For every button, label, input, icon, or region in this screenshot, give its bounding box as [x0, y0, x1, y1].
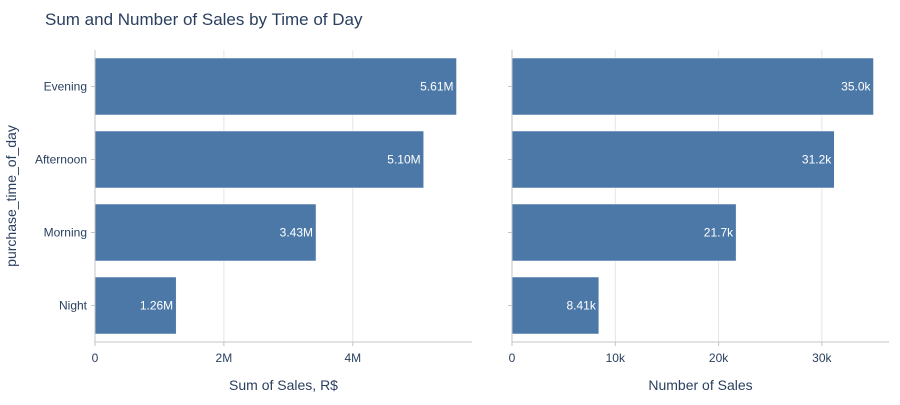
x-tick-label: 4M [344, 351, 361, 365]
number-of-sales-panel: 35.0k 31.2k 21.7k 8.41k 0 10k 20k 30k Number of … [508, 50, 889, 393]
bar-data-label: 35.0k [841, 80, 871, 94]
bar-data-label: 21.7k [704, 226, 734, 240]
y-axis-title: purchase_time_of_day [3, 125, 19, 267]
chart-title: Sum and Number of Sales by Time of Day [45, 10, 363, 29]
y-tick-label: Morning [44, 226, 87, 240]
x-axis-title: Sum of Sales, R$ [229, 377, 338, 393]
x-tick-label: 0 [92, 351, 99, 365]
bar-data-label: 5.61M [420, 80, 453, 94]
bar-evening [511, 57, 874, 116]
y-tick-label: Night [59, 299, 88, 313]
bar-data-label: 5.10M [387, 153, 420, 167]
bar-morning [511, 203, 737, 262]
bar-data-label: 3.43M [280, 226, 313, 240]
sum-of-sales-panel: 5.61M Evening 5.10M Afternoon 3.43M Morning 1.… [35, 50, 472, 393]
bar-data-label: 1.26M [140, 299, 173, 313]
x-tick-label: 2M [216, 351, 233, 365]
x-tick-label: 10k [606, 351, 626, 365]
y-tick-label: Afternoon [35, 153, 87, 167]
bar-afternoon [94, 130, 424, 189]
x-axis-title: Number of Sales [648, 377, 752, 393]
y-tick-label: Evening [44, 80, 87, 94]
bar-morning [94, 203, 317, 262]
x-tick-label: 20k [709, 351, 729, 365]
x-tick-label: 30k [812, 351, 832, 365]
bar-data-label: 31.2k [802, 153, 832, 167]
bar-afternoon [511, 130, 835, 189]
x-tick-label: 0 [509, 351, 516, 365]
bar-evening [94, 57, 457, 116]
bar-data-label: 8.41k [567, 299, 597, 313]
